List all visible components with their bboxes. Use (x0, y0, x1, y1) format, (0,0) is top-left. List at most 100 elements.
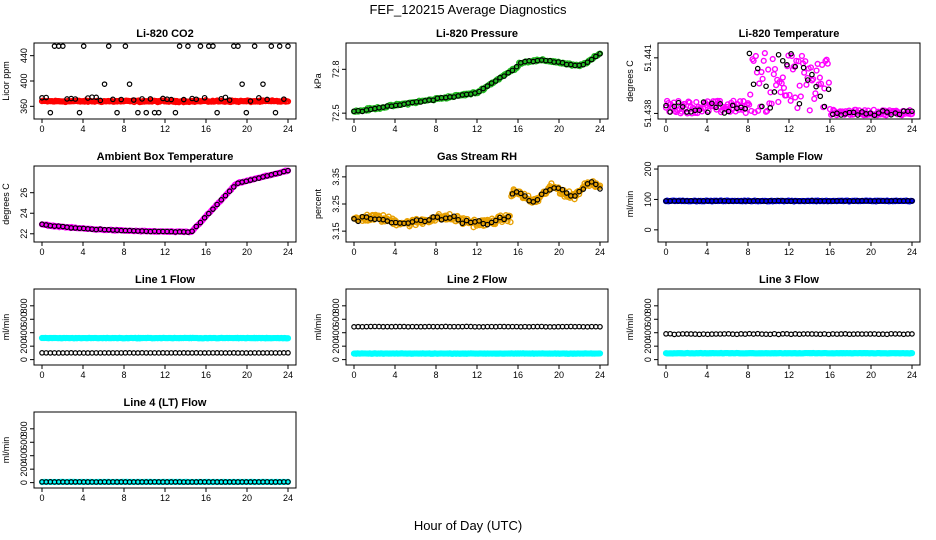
series-2-point (597, 323, 603, 330)
y-tick-label: 400 (19, 325, 29, 340)
x-tick-label: 20 (242, 493, 252, 503)
series-2-point (189, 228, 195, 235)
y-tick-label: 100 (643, 192, 653, 207)
x-tick-label: 4 (392, 247, 397, 257)
series-2-point (285, 350, 291, 356)
series-1-point (777, 89, 784, 96)
panel-title: Li-820 Temperature (739, 28, 840, 40)
series-2-point (285, 479, 291, 485)
series-2-point (492, 217, 499, 224)
series-1-point (693, 99, 700, 106)
y-tick-label: 26 (19, 188, 29, 198)
y-tick-label: 800 (19, 421, 29, 436)
series-2-point (884, 109, 890, 115)
x-tick-label: 16 (201, 124, 211, 134)
panel-title: Li-820 Pressure (436, 28, 518, 40)
series-2-point (222, 94, 229, 101)
series-2-point (251, 43, 258, 49)
series-2-point (700, 99, 707, 105)
series-1-point (802, 58, 809, 65)
y-tick-label: 200 (19, 339, 29, 354)
series-2-point (809, 71, 815, 78)
series-1-point (698, 108, 706, 115)
series-2-point (285, 43, 291, 49)
x-tick-label: 16 (201, 493, 211, 503)
series-2-point (771, 89, 778, 95)
series-2-point (272, 109, 279, 116)
series-2-point (210, 43, 216, 49)
data-points (350, 50, 604, 115)
y-tick-label: 3.25 (331, 195, 341, 213)
series-2-point (155, 109, 162, 116)
x-tick-label: 8 (745, 247, 750, 257)
series-2-point (759, 103, 765, 110)
series-2-point (576, 188, 582, 195)
series-2-point (513, 63, 520, 70)
x-tick-label: 16 (825, 247, 835, 257)
series-2-point (696, 107, 703, 113)
x-tick-label: 8 (745, 370, 750, 380)
data-points (662, 50, 916, 119)
series-2-point (72, 96, 79, 102)
panel-7: Line 1 Flow ml/min 0 4 8 12 16 20 24 0 20040060080… (1, 274, 297, 380)
x-tick-label: 20 (866, 247, 876, 257)
x-tick-label: 0 (39, 370, 44, 380)
x-tick-label: 0 (351, 370, 356, 380)
y-tick-label: 0 (19, 357, 29, 362)
series-1-point (807, 64, 815, 71)
x-tick-label: 0 (351, 124, 356, 134)
y-tick-label: 3.35 (331, 168, 341, 186)
series-1-point (763, 107, 771, 115)
y-tick-label: 51.438 (643, 100, 653, 128)
data-points (350, 178, 604, 231)
series-2-point (501, 216, 507, 223)
series-2-point (80, 43, 87, 49)
series-2-point (746, 50, 753, 57)
series-2-point (218, 197, 225, 203)
series-2-point (597, 50, 603, 57)
x-tick-label: 24 (283, 124, 293, 134)
series-2-point (264, 96, 270, 103)
series-2-point (530, 199, 537, 205)
x-tick-label: 16 (513, 247, 523, 257)
y-tick-label: 0 (643, 357, 653, 362)
series-2-point (796, 100, 803, 107)
series-1-point (812, 90, 819, 97)
series-2-point (559, 186, 566, 193)
series-1-point (758, 68, 765, 76)
x-axis-title: Hour of Day (UTC) (413, 518, 523, 533)
series-2-point (792, 63, 799, 70)
series-2-point (679, 104, 686, 110)
series-2-point (484, 83, 491, 89)
series-2-point (201, 94, 208, 101)
x-tick-label: 4 (80, 124, 85, 134)
series-2-point (110, 96, 116, 103)
y-tick-label: 72.8 (331, 61, 341, 79)
series-1-point (779, 74, 786, 81)
panel-1: Li-820 CO2 Licor ppm 0 4 8 12 16 20 24 360 400 440 (1, 28, 297, 134)
series-2-point (534, 196, 541, 203)
x-tick-label: 4 (80, 247, 85, 257)
x-tick-label: 0 (39, 493, 44, 503)
series-2-point (709, 100, 715, 107)
series-2-point (455, 216, 462, 223)
x-tick-label: 20 (554, 124, 564, 134)
series-2-point (750, 81, 757, 88)
series-2-point (767, 105, 774, 111)
x-tick-label: 4 (704, 124, 709, 134)
series-2-point (505, 69, 512, 76)
x-tick-label: 12 (160, 370, 170, 380)
series-2-point (713, 104, 719, 111)
y-tick-label: 0 (643, 227, 653, 232)
y-tick-label: 440 (19, 48, 29, 63)
panel-4: Ambient Box Temperature degrees C 0 4 8 12 16 2… (1, 151, 297, 257)
y-tick-label: 24 (19, 208, 29, 218)
data-points (662, 197, 916, 205)
series-1-point (811, 95, 818, 102)
series-2-point (763, 83, 769, 90)
x-tick-label: 16 (825, 124, 835, 134)
panel-5: Gas Stream RH percent 0 4 8 12 16 20 24 3.15 3.25 3… (313, 151, 609, 257)
series-2-point (909, 198, 915, 204)
series-2-point (729, 102, 736, 109)
series-1-point (284, 98, 292, 105)
